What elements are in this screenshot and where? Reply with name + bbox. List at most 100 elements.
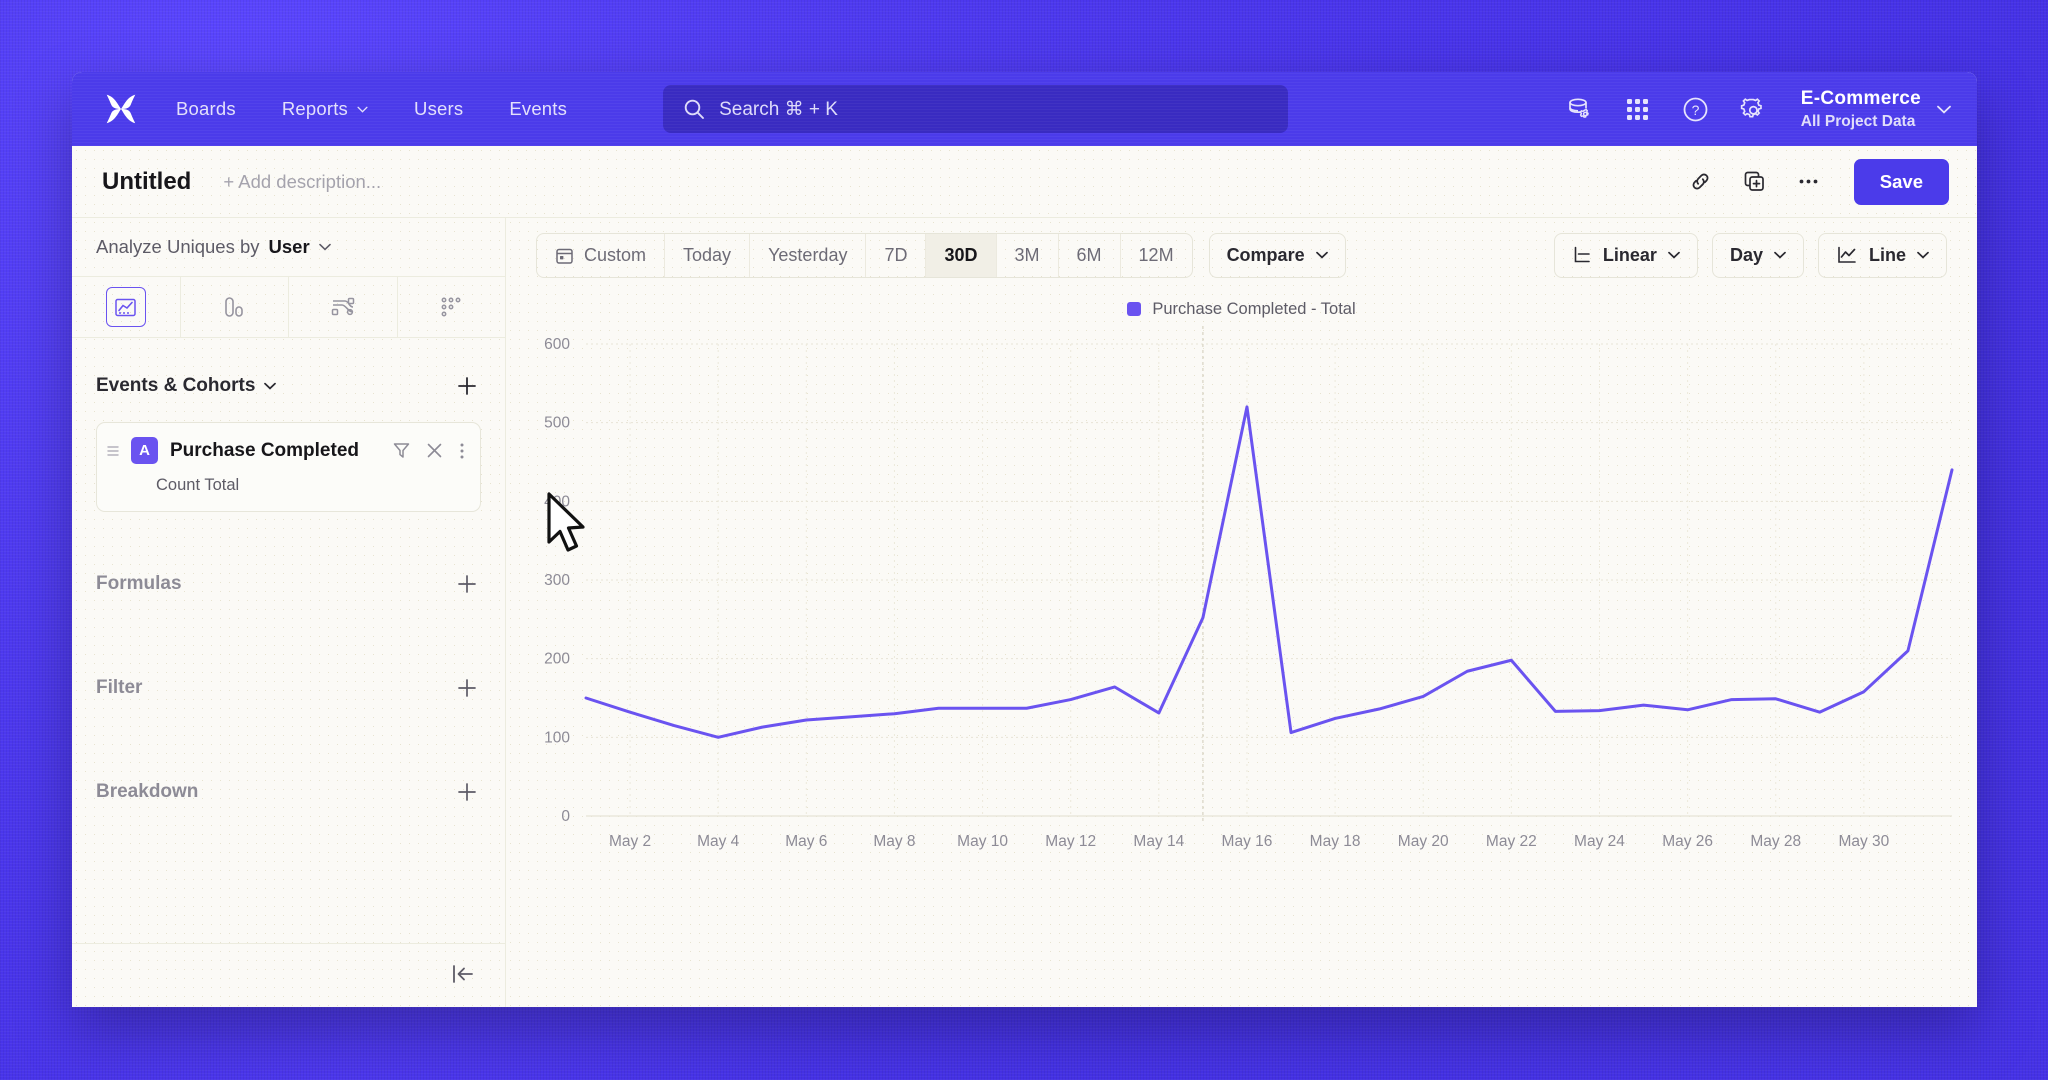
share-link-icon[interactable] bbox=[1678, 159, 1724, 205]
nav-label: Reports bbox=[281, 98, 349, 119]
scale-dropdown[interactable]: Linear bbox=[1553, 232, 1698, 278]
nav-item-users[interactable]: Users bbox=[412, 92, 465, 126]
search-input[interactable]: Search ⌘ + K bbox=[663, 85, 1289, 133]
calendar-icon bbox=[556, 248, 573, 264]
x-axis-tick-label: May 18 bbox=[1310, 833, 1361, 850]
chevron-down-icon bbox=[1315, 251, 1328, 259]
tab-flows[interactable] bbox=[289, 277, 398, 337]
top-nav-right-group: ? E-Commerce All Project Data bbox=[1551, 80, 1955, 138]
plus-icon bbox=[458, 377, 476, 395]
project-selector[interactable]: E-Commerce All Project Data bbox=[1801, 88, 1955, 131]
breakdown-header[interactable]: Breakdown bbox=[96, 760, 481, 824]
bar-chart-icon bbox=[214, 287, 254, 327]
add-formula-button[interactable] bbox=[453, 570, 481, 598]
date-range-label: Yesterday bbox=[768, 244, 848, 265]
event-row: A Purchase Completed bbox=[107, 437, 466, 464]
analyze-uniques-control[interactable]: Analyze Uniques by User bbox=[72, 218, 505, 276]
breakdown-section: Breakdown bbox=[72, 720, 505, 824]
data-warehouse-icon[interactable] bbox=[1551, 80, 1609, 138]
apps-grid-icon[interactable] bbox=[1609, 80, 1667, 138]
filter-header[interactable]: Filter bbox=[96, 656, 481, 720]
chevron-down-icon bbox=[1917, 251, 1929, 259]
interval-dropdown[interactable]: Day bbox=[1711, 232, 1804, 278]
date-range-12m[interactable]: 12M bbox=[1121, 234, 1192, 277]
nav-item-events[interactable]: Events bbox=[507, 92, 569, 126]
date-range-3m[interactable]: 3M bbox=[997, 233, 1059, 277]
chart-plot-area[interactable]: 0 100 200 300 400 500 600 May 2 May 4 May 6 May 8 M… bbox=[506, 326, 1977, 1007]
date-range-yesterday[interactable]: Yesterday bbox=[750, 233, 867, 277]
top-navigation-bar: Boards Reports Users Events Search ⌘ + K bbox=[72, 72, 1977, 146]
events-cohorts-label: Events & Cohorts bbox=[96, 375, 256, 396]
axis-linear-icon bbox=[1574, 246, 1590, 263]
y-axis-tick-label: 300 bbox=[544, 572, 570, 589]
analyze-unit-value: User bbox=[268, 236, 310, 257]
nav-item-reports[interactable]: Reports bbox=[280, 92, 370, 126]
chevron-down-icon bbox=[318, 243, 331, 251]
formulas-header[interactable]: Formulas bbox=[96, 552, 481, 616]
add-filter-button[interactable] bbox=[453, 674, 481, 702]
y-axis-tick-label: 400 bbox=[544, 493, 570, 510]
chart-type-dropdown[interactable]: Line bbox=[1817, 232, 1947, 278]
search-icon bbox=[684, 99, 705, 119]
tab-retention[interactable] bbox=[398, 277, 506, 337]
date-range-6m[interactable]: 6M bbox=[1059, 233, 1121, 277]
date-range-today[interactable]: Today bbox=[665, 233, 751, 277]
tab-funnels-bar[interactable] bbox=[181, 277, 289, 337]
date-range-7d[interactable]: 7D bbox=[866, 233, 927, 277]
date-range-30d[interactable]: 30D bbox=[926, 233, 997, 277]
gear-icon[interactable] bbox=[1725, 80, 1783, 138]
legend-label[interactable]: Purchase Completed - Total bbox=[1152, 299, 1356, 318]
svg-text:?: ? bbox=[1692, 102, 1700, 118]
nav-item-boards[interactable]: Boards bbox=[174, 92, 238, 126]
x-axis-tick-label: May 20 bbox=[1398, 833, 1449, 850]
date-range-label: Custom bbox=[584, 244, 647, 265]
date-range-custom[interactable]: Custom bbox=[537, 233, 666, 277]
search-placeholder-text: Search ⌘ + K bbox=[719, 98, 838, 120]
chevron-down-icon bbox=[264, 382, 277, 390]
add-description-button[interactable]: + Add description... bbox=[223, 170, 382, 192]
page-title[interactable]: Untitled bbox=[102, 167, 192, 195]
remove-close-icon[interactable] bbox=[425, 441, 444, 460]
event-measure[interactable]: Count Total bbox=[156, 476, 240, 494]
workspace: Analyze Uniques by User bbox=[72, 218, 1977, 1007]
duplicate-icon[interactable] bbox=[1732, 159, 1778, 205]
plus-icon bbox=[458, 575, 476, 593]
date-range-label: 7D bbox=[884, 244, 908, 265]
add-event-button[interactable] bbox=[453, 372, 481, 400]
events-cohorts-header[interactable]: Events & Cohorts bbox=[96, 354, 481, 418]
compare-dropdown[interactable]: Compare bbox=[1208, 232, 1346, 278]
project-name: E-Commerce bbox=[1800, 87, 1921, 109]
help-circle-icon[interactable]: ? bbox=[1667, 80, 1725, 138]
collapse-sidebar-icon[interactable] bbox=[451, 962, 475, 991]
chevron-down-icon bbox=[357, 106, 368, 113]
mixpanel-x-logo[interactable] bbox=[102, 90, 140, 128]
date-range-label: 30D bbox=[944, 244, 978, 265]
formulas-label: Formulas bbox=[96, 573, 182, 594]
nav-label: Users bbox=[414, 98, 464, 119]
breakdown-label: Breakdown bbox=[96, 781, 199, 802]
y-axis-tick-label: 100 bbox=[544, 729, 570, 746]
add-breakdown-button[interactable] bbox=[453, 778, 481, 806]
event-card[interactable]: A Purchase Completed bbox=[96, 422, 481, 512]
legend-color-swatch[interactable] bbox=[1127, 302, 1142, 316]
tab-insights[interactable] bbox=[72, 277, 181, 337]
x-axis-tick-label: May 26 bbox=[1662, 833, 1713, 850]
event-name[interactable]: Purchase Completed bbox=[170, 439, 359, 461]
x-axis-tick-label: May 22 bbox=[1486, 833, 1537, 850]
chevron-down-icon bbox=[1937, 105, 1951, 114]
x-axis-tick-label: May 12 bbox=[1045, 833, 1096, 850]
chevron-down-icon bbox=[1774, 251, 1786, 259]
x-axis-tick-label: May 24 bbox=[1574, 833, 1625, 850]
x-axis-tick-label: May 2 bbox=[609, 833, 651, 850]
scale-label: Linear bbox=[1602, 244, 1657, 265]
more-options-icon[interactable] bbox=[1786, 159, 1832, 205]
plus-icon bbox=[458, 679, 476, 697]
save-button[interactable]: Save bbox=[1853, 158, 1949, 205]
compare-group: Compare bbox=[1208, 232, 1346, 278]
event-more-menu-icon[interactable] bbox=[458, 441, 466, 461]
filter-label: Filter bbox=[96, 677, 143, 698]
filter-funnel-icon[interactable] bbox=[392, 441, 411, 460]
drag-handle-icon[interactable] bbox=[107, 443, 119, 459]
chart-series-line[interactable] bbox=[584, 405, 1954, 739]
date-range-label: Today bbox=[683, 244, 732, 265]
